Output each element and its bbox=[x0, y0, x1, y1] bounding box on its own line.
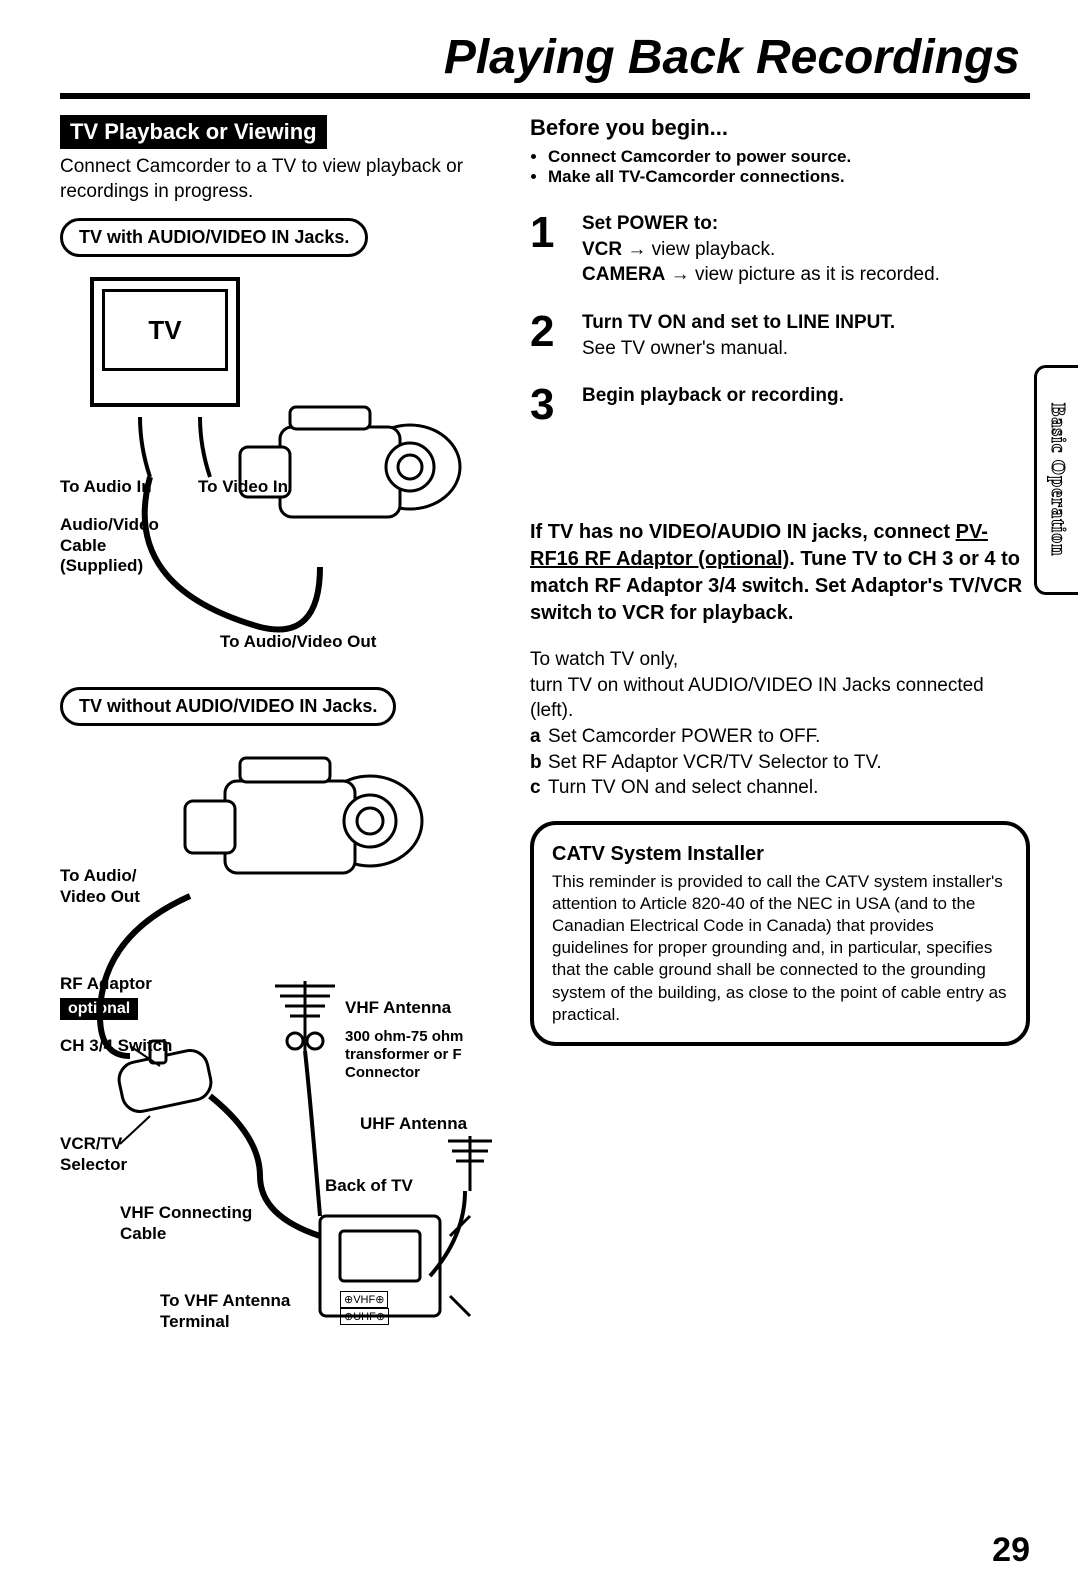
title-rule bbox=[60, 93, 1030, 99]
cable-lines bbox=[60, 267, 500, 667]
label-av-cable: Audio/Video Cable (Supplied) bbox=[60, 515, 180, 576]
cable-lines-2 bbox=[60, 736, 500, 1356]
right-column: Before you begin... Connect Camcorder to… bbox=[530, 115, 1030, 1356]
side-tab: Basic Operation bbox=[1034, 365, 1078, 595]
section-header: TV Playback or Viewing bbox=[60, 115, 327, 149]
step-num-2: 2 bbox=[530, 310, 570, 361]
bullet-1: Connect Camcorder to power source. bbox=[548, 147, 1030, 167]
page-title: Playing Back Recordings bbox=[60, 30, 1030, 85]
step-body-3: Begin playback or recording. bbox=[582, 383, 1030, 427]
step-num-1: 1 bbox=[530, 211, 570, 288]
page-number: 29 bbox=[992, 1531, 1030, 1570]
pill-with-av: TV with AUDIO/VIDEO IN Jacks. bbox=[60, 218, 368, 257]
catv-body: This reminder is provided to call the CA… bbox=[552, 871, 1008, 1026]
bullet-2: Make all TV-Camcorder connections. bbox=[548, 167, 1030, 187]
catv-title: CATV System Installer bbox=[552, 841, 1008, 867]
side-tab-label: Basic Operation bbox=[1046, 403, 1069, 556]
label-to-av-out: To Audio/Video Out bbox=[220, 632, 376, 652]
before-bullets: Connect Camcorder to power source. Make … bbox=[530, 147, 1030, 187]
step-1: 1 Set POWER to: VCR → view playback. CAM… bbox=[530, 211, 1030, 288]
step-3: 3 Begin playback or recording. bbox=[530, 383, 1030, 427]
pill-without-av: TV without AUDIO/VIDEO IN Jacks. bbox=[60, 687, 396, 726]
left-column: TV Playback or Viewing Connect Camcorder… bbox=[60, 115, 500, 1356]
before-heading: Before you begin... bbox=[530, 115, 1030, 141]
label-to-audio-in: To Audio In bbox=[60, 477, 152, 497]
step-num-3: 3 bbox=[530, 383, 570, 427]
catv-box: CATV System Installer This reminder is p… bbox=[530, 821, 1030, 1046]
step-body-1: Set POWER to: VCR → view playback. CAMER… bbox=[582, 211, 1030, 288]
step-2: 2 Turn TV ON and set to LINE INPUT. See … bbox=[530, 310, 1030, 361]
diagram-without-av: To Audio/ Video Out RF Adaptor optional … bbox=[60, 736, 500, 1356]
intro-text: Connect Camcorder to a TV to view playba… bbox=[60, 155, 500, 204]
step-body-2: Turn TV ON and set to LINE INPUT. See TV… bbox=[582, 310, 1030, 361]
diagram-with-av: TV To Audio In To Video In bbox=[60, 267, 500, 667]
watch-tv-block: To watch TV only, turn TV on without AUD… bbox=[530, 647, 1030, 801]
label-to-video-in: To Video In bbox=[198, 477, 288, 497]
rf-adaptor-text: If TV has no VIDEO/AUDIO IN jacks, conne… bbox=[530, 519, 1030, 627]
